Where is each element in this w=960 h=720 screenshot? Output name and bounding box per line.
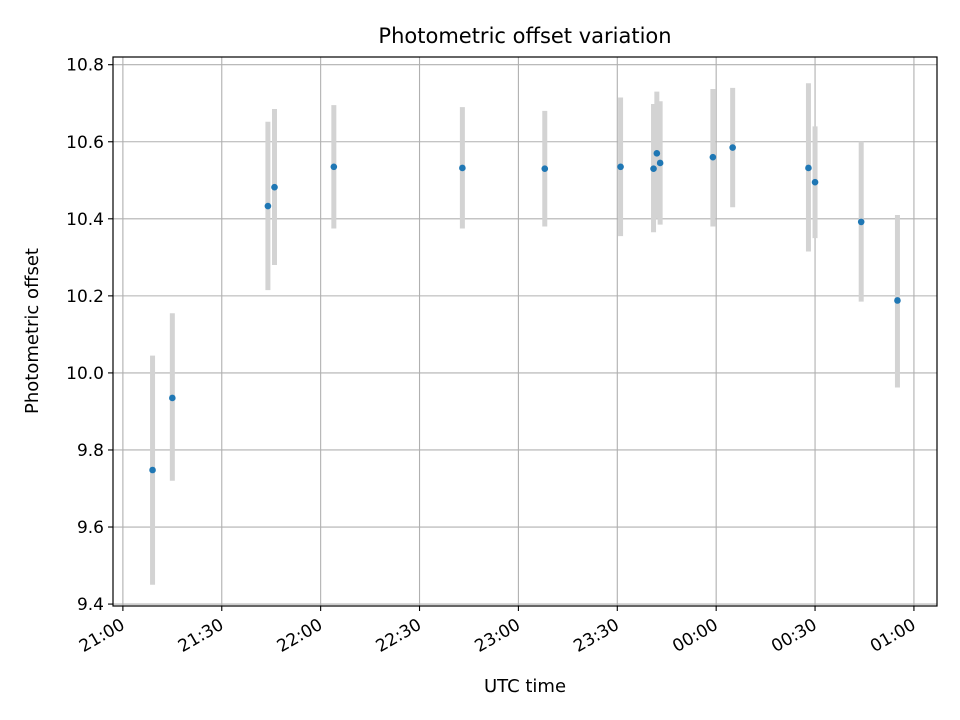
y-axis: 9.4 9.6 9.8 10.0 10.2 10.4 10.6 10.8 <box>66 56 113 615</box>
grid-layer <box>113 57 937 606</box>
data-point <box>169 394 176 402</box>
data-point <box>653 150 661 157</box>
y-tick-label: 10.0 <box>66 364 104 384</box>
data-point <box>805 164 812 172</box>
y-tick-label: 9.8 <box>77 441 104 461</box>
y-tick-label: 10.4 <box>66 210 104 230</box>
chart-title: Photometric offset variation <box>378 24 671 48</box>
data-point <box>650 165 657 173</box>
y-axis-title: Photometric offset <box>22 248 43 414</box>
data-point <box>617 163 624 171</box>
y-tick-label: 10.8 <box>66 56 104 76</box>
data-point <box>459 164 466 172</box>
plot-area <box>113 57 937 606</box>
y-tick-label: 10.6 <box>66 133 104 153</box>
data-point <box>894 297 901 304</box>
y-tick-label: 10.2 <box>66 287 104 307</box>
data-point <box>271 183 278 191</box>
data-point <box>149 466 156 474</box>
y-tick-label: 9.6 <box>77 518 104 538</box>
data-point <box>541 165 549 173</box>
data-point <box>709 153 717 161</box>
data-point <box>330 163 338 171</box>
x-axis-title: UTC time <box>484 676 566 697</box>
data-point <box>857 218 865 226</box>
data-point <box>656 159 664 167</box>
data-point <box>811 178 819 186</box>
point-layer <box>149 144 901 474</box>
data-point <box>729 144 736 151</box>
plot-frame <box>112 56 938 607</box>
data-point <box>264 202 272 210</box>
y-tick-label: 9.4 <box>77 595 104 615</box>
